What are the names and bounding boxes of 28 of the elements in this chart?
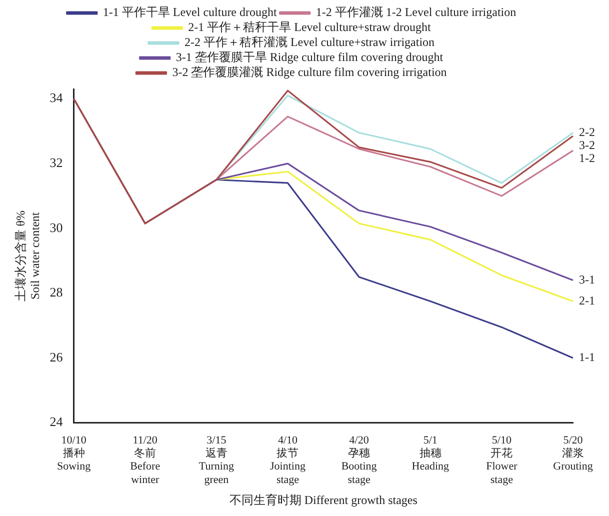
legend-label: 1-2 平作灌溉 1-2 Level culture irrigation <box>316 5 516 20</box>
annotation: 2-2 <box>579 124 595 139</box>
x-tick-label: 5/10 开花 Flower stage <box>486 434 518 486</box>
annotation: 2-1 <box>579 293 595 308</box>
x-axis-title: 不同生育时期 Different growth stages <box>229 492 418 507</box>
annotation: 1-1 <box>579 350 595 364</box>
x-tick-label: 4/10 拔节 Jointing stage <box>270 434 306 486</box>
annotation: 1-2 <box>579 150 595 165</box>
x-tick-label: 3/15 返青 Turning green <box>198 434 234 486</box>
y-axis-title: 土壤水分含量 θ% Soil water content <box>13 210 42 302</box>
y-tick-label: 30 <box>50 220 63 235</box>
x-tick-label: 5/1 抽穗 Heading <box>412 434 450 473</box>
legend-label: 3-2 垄作覆膜灌溉 Ridge culture film covering irrigation <box>172 65 447 80</box>
y-tick-label: 34 <box>50 90 64 106</box>
legend-label: 2-2 平作＋秸秆灌溉 Level culture+straw irrigation <box>184 35 435 50</box>
x-tick-label: 5/20 灌浆 Grouting <box>553 434 594 473</box>
x-tick-label: 10/10 播种 Sowing <box>56 434 92 473</box>
legend-label: 1-1 平作干旱 Level culture drought <box>102 5 278 20</box>
annotation: 3-2 <box>579 138 595 152</box>
legend-label: 2-1 平作＋秸秆干旱 Level culture+straw drought <box>188 20 432 34</box>
y-tick-label: 24 <box>50 414 64 430</box>
legend-label: 3-1 垄作覆膜干旱 Ridge culture film covering drought <box>176 50 444 64</box>
y-tick-label: 32 <box>50 154 63 170</box>
annotation: 3-1 <box>579 272 595 286</box>
y-tick-label: 28 <box>50 284 63 300</box>
y-tick-label: 26 <box>50 349 64 364</box>
x-tick-label: 4/20 孕穗 Booting stage <box>341 434 378 486</box>
x-tick-label: 11/20 冬前 Before winter <box>130 434 160 486</box>
